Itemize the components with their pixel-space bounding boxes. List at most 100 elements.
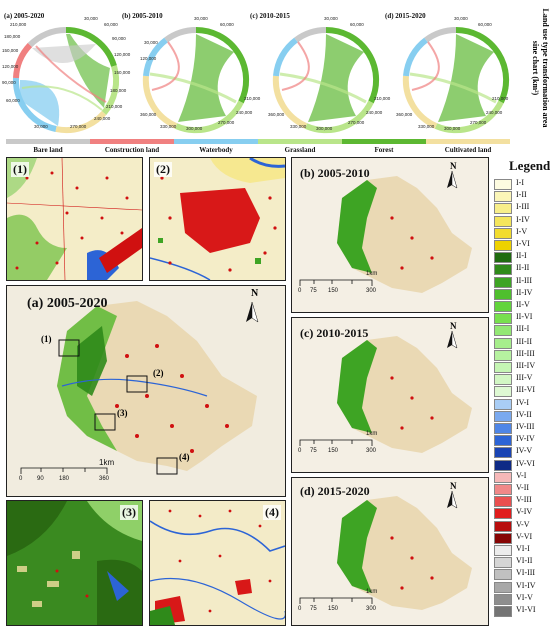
legend-swatch	[494, 240, 512, 251]
inset-map-4-graphic	[150, 501, 285, 625]
category-swatch-forest	[342, 139, 426, 144]
main-map: (a) 2005-2020 N (1) (2) (3) (4) 1km 0 90…	[6, 285, 286, 497]
legend-swatch	[494, 203, 512, 215]
chord-tick: 30,000	[194, 16, 208, 21]
legend-swatch	[494, 313, 512, 325]
chord-diagram-d	[402, 26, 510, 134]
legend-swatch	[494, 337, 512, 349]
legend-label: IV-V	[516, 446, 533, 456]
chord-tick: 240,000	[94, 116, 111, 121]
chord-title-a: (a) 2005-2020	[4, 12, 45, 20]
legend-label: VI-IV	[516, 580, 536, 590]
legend-label: VI-I	[516, 544, 530, 553]
chord-tick: 180,000	[110, 88, 127, 93]
chord-diagram-b	[142, 26, 250, 134]
chord-tick: 300,000	[186, 126, 203, 131]
legend-swatch	[494, 459, 512, 471]
scale-label: 90	[37, 476, 44, 482]
side-map-c-scale-unit: 1km	[366, 431, 378, 437]
chord-tick: 210,000	[10, 22, 27, 27]
side-map-c-scale-1: 75	[310, 448, 317, 454]
side-map-b-scale-3: 300	[366, 288, 377, 294]
legend-swatch	[494, 386, 512, 398]
inset-label-2: (2)	[154, 162, 172, 177]
inset-label-4: (4)	[263, 505, 281, 520]
chord-tick: 150,000	[2, 48, 19, 53]
legend-swatch	[494, 362, 512, 373]
chord-tick: 300,000	[444, 126, 461, 131]
side-map-d-north: N	[450, 481, 457, 491]
legend-label: II-IV	[516, 287, 533, 297]
legend-swatch	[494, 606, 512, 617]
inset-label-1: (1)	[11, 162, 29, 177]
category-label: Forest	[374, 146, 394, 154]
chord-tick: 210,000	[244, 96, 261, 101]
legend-label: III-IV	[516, 361, 536, 370]
chord-tick: 150,000	[114, 70, 131, 75]
legend-label: V-II	[516, 483, 530, 492]
chord-tick: 180,000	[4, 34, 21, 39]
chord-tick: 270,000	[70, 124, 87, 129]
chord-tick: 210,000	[374, 96, 391, 101]
legend-label: III-V	[516, 373, 533, 383]
legend-swatch	[494, 374, 512, 386]
chord-tick: 240,000	[236, 110, 253, 115]
legend-label: II-I	[516, 251, 527, 261]
legend-swatch	[494, 301, 512, 312]
category-label: Bare land	[33, 146, 63, 154]
legend-label: I-IV	[516, 214, 530, 224]
legend-label: I-VI	[516, 239, 530, 248]
side-map-c-scale-3: 300	[366, 448, 377, 454]
legend-swatch	[494, 435, 512, 447]
legend-label: VI-II	[516, 556, 533, 566]
legend-label: I-I	[516, 178, 524, 187]
scale-label: 180	[59, 476, 70, 482]
chord-tick: 360,000	[396, 112, 413, 117]
side-map-d: (d) 2015-2020 N 1km 0 75 150 300	[291, 477, 489, 626]
legend-swatch	[494, 532, 512, 544]
legend-swatch	[494, 179, 512, 190]
chord-tick: 210,000	[106, 104, 123, 109]
legend-swatch	[494, 288, 512, 300]
legend-label: II-III	[516, 275, 532, 285]
legend-label: IV-II	[516, 409, 532, 419]
legend-swatch	[494, 191, 512, 203]
side-map-d-scale-0: 0	[298, 606, 302, 612]
legend-swatch	[494, 557, 512, 569]
chord-tick: 240,000	[486, 110, 503, 115]
legend-label: II-II	[516, 263, 530, 273]
chord-tick: 90,000	[112, 36, 126, 41]
inset-map-2: (2)	[149, 157, 286, 281]
category-label: Construction land	[104, 146, 160, 154]
legend-swatch	[494, 349, 512, 361]
chord-diagram-a	[12, 26, 120, 134]
chord-tick: 120,000	[140, 56, 157, 61]
side-map-d-graphic	[299, 490, 472, 610]
side-map-c-title: (c) 2010-2015	[300, 326, 369, 340]
legend-label: V-III	[516, 495, 532, 505]
chord-tick: 30,000	[84, 16, 98, 21]
side-map-b: (b) 2005-2010 N 1km 0 75 150 300	[291, 157, 489, 313]
chord-diagram-row: (a) 2005-2020 (b) 2005-2010 (c) 2010-201…	[0, 0, 520, 140]
chord-tick: 240,000	[366, 110, 383, 115]
transformation-chart-title: Land use type transformation area sine c…	[520, 4, 550, 132]
chord-tick: 30,000	[34, 124, 48, 129]
chord-tick: 360,000	[140, 112, 157, 117]
legend-swatch	[494, 569, 512, 581]
inset-map-3-graphic	[7, 501, 142, 625]
legend-title: Legend	[509, 158, 550, 173]
legend-swatch	[494, 227, 512, 239]
category-swatch-cultivated	[426, 139, 510, 144]
legend-label: V-VI	[516, 531, 533, 541]
legend-label: III-III	[516, 348, 535, 358]
chord-tick: 90,000	[2, 80, 16, 85]
category-swatch-bare	[6, 139, 90, 144]
side-map-c-north: N	[450, 321, 457, 331]
chord-tick: 300,000	[316, 126, 333, 131]
legend-label: IV-I	[516, 397, 530, 407]
side-map-d-scale-unit: 1km	[366, 589, 378, 595]
chord-tick: 30,000	[454, 16, 468, 21]
chord-tick: 270,000	[218, 120, 235, 125]
side-map-d-title: (d) 2015-2020	[300, 484, 370, 498]
side-map-b-scale-unit: 1km	[366, 271, 378, 277]
